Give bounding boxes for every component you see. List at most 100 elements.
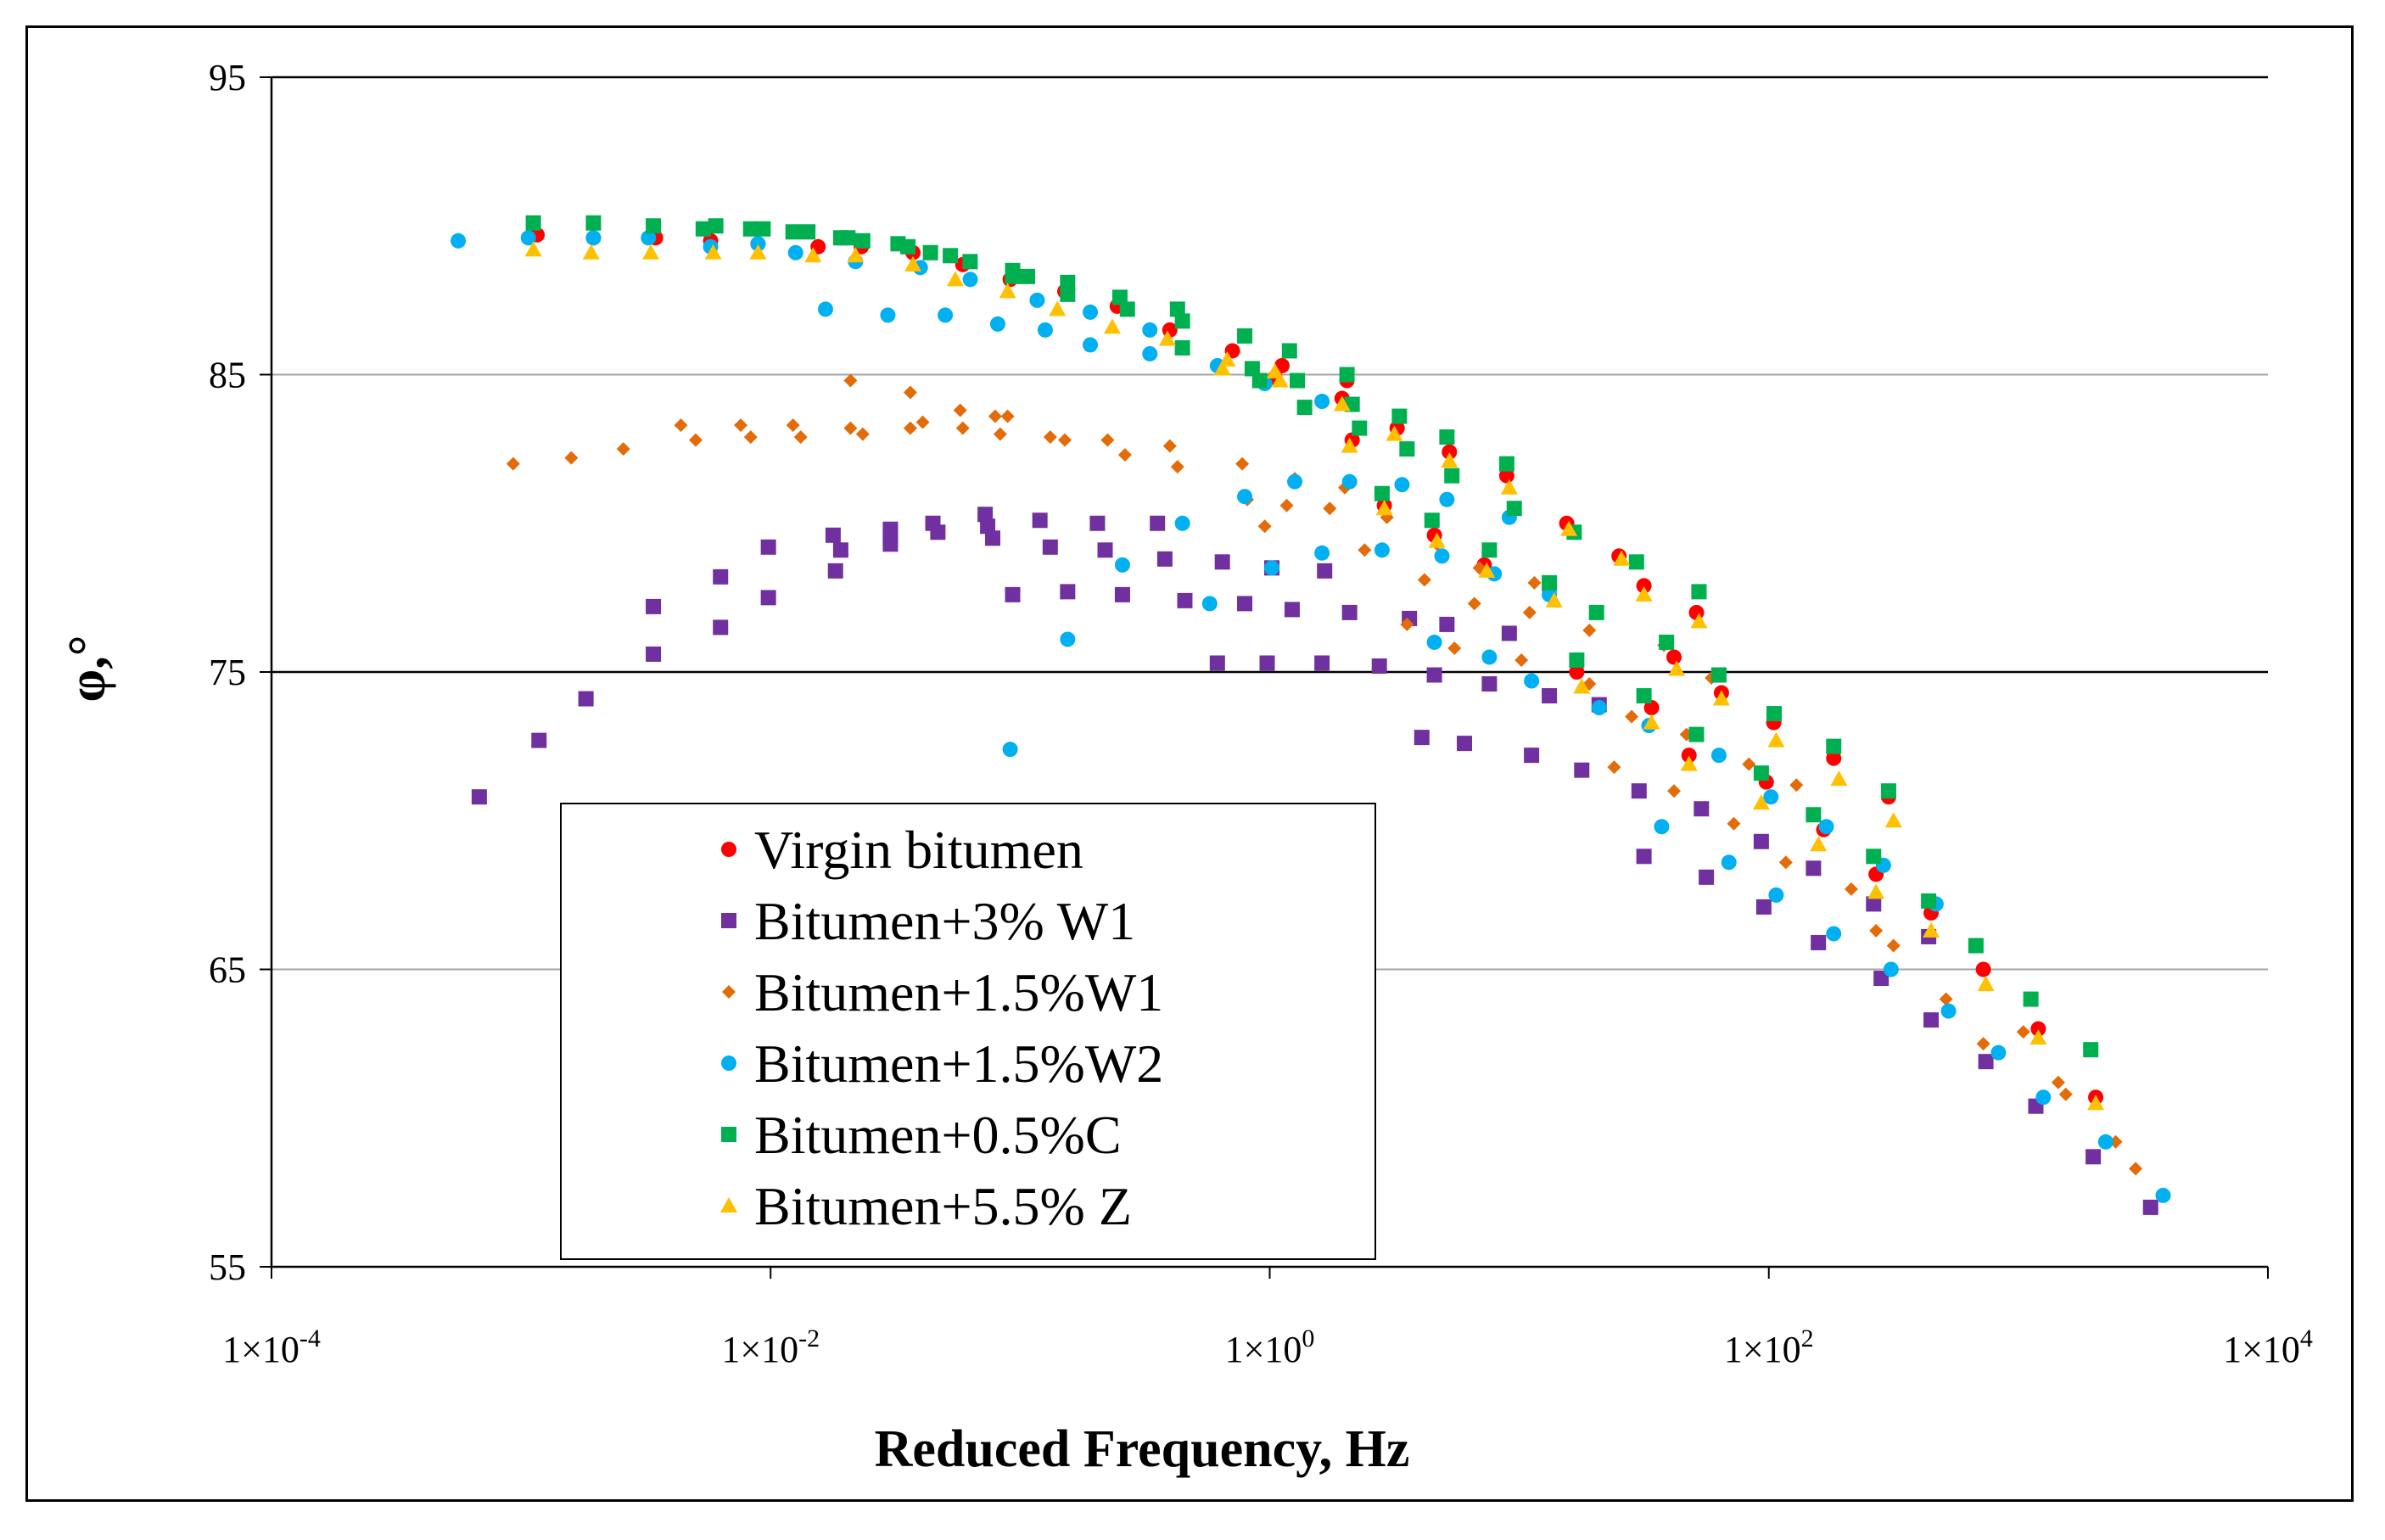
data-point [1341, 604, 1358, 620]
data-point [1886, 938, 1901, 953]
data-point [1767, 731, 1785, 748]
y-tick-label: 55 [209, 1246, 246, 1288]
series-5 [525, 215, 2099, 1058]
data-point [2129, 1162, 2143, 1176]
data-point [785, 224, 801, 240]
data-point [750, 236, 766, 252]
data-point [817, 301, 833, 317]
data-point [943, 248, 959, 264]
data-point [1374, 485, 1390, 501]
y-tick-label: 95 [209, 57, 246, 98]
data-point [1441, 452, 1458, 468]
data-point [1667, 784, 1682, 798]
data-point [1029, 292, 1045, 308]
data-point [760, 539, 776, 555]
data-point [1818, 819, 1834, 835]
data-point [1806, 807, 1822, 823]
data-point [1481, 649, 1498, 665]
data-point [524, 241, 542, 257]
data-point [1060, 584, 1076, 600]
data-point [1789, 778, 1804, 792]
data-point [938, 307, 954, 323]
data-point [1478, 562, 1496, 578]
data-point [1524, 748, 1540, 764]
data-point [1866, 848, 1882, 865]
legend-label: Virgin bitumen [754, 820, 1083, 880]
data-point [451, 232, 467, 249]
data-point [1867, 883, 1885, 899]
data-point [1444, 468, 1460, 484]
data-point [749, 244, 767, 260]
data-point [1114, 557, 1130, 573]
data-point [1244, 361, 1260, 377]
data-point [1753, 765, 1769, 781]
data-point [1284, 602, 1300, 618]
data-point [1037, 322, 1053, 338]
data-point [825, 527, 841, 543]
data-point [904, 255, 922, 272]
data-point [1235, 456, 1250, 471]
data-point [1545, 591, 1563, 608]
data-point [1778, 855, 1793, 870]
x-tick-label: 1×102 [1724, 1324, 1814, 1370]
data-point [1500, 479, 1518, 495]
y-tick-label: 75 [209, 652, 246, 693]
data-point [713, 568, 729, 585]
x-tick-label: 1×104 [2223, 1324, 2313, 1370]
data-point [1573, 678, 1591, 694]
data-point [1498, 456, 1514, 472]
data-point [1712, 690, 1730, 706]
data-point [2030, 1021, 2046, 1037]
data-point [962, 254, 978, 270]
data-point [1680, 755, 1698, 771]
data-point [1257, 519, 1272, 534]
data-point [1097, 542, 1113, 558]
data-point [1213, 360, 1231, 376]
data-point [1400, 617, 1414, 631]
data-point [903, 421, 917, 435]
data-point [804, 247, 822, 263]
data-point [1755, 899, 1772, 915]
data-point [1978, 1054, 1994, 1070]
y-tick-labels: 55 65 75 85 95 [209, 57, 246, 1288]
data-point [1636, 578, 1652, 594]
data-point [1591, 700, 1607, 716]
data-point [1281, 343, 1297, 359]
data-point [882, 536, 899, 552]
data-point [1975, 961, 1991, 977]
data-point [1681, 748, 1697, 764]
data-point [1314, 394, 1330, 410]
data-point [988, 409, 1002, 423]
data-point [1457, 736, 1473, 752]
data-point [1481, 542, 1498, 558]
data-point [525, 215, 541, 231]
data-point [2058, 1087, 2073, 1101]
data-point [688, 433, 703, 447]
data-point [2097, 1134, 2113, 1150]
data-point [582, 244, 600, 260]
data-point [1940, 1003, 1957, 1019]
data-point [531, 732, 547, 748]
data-point [1727, 816, 1741, 831]
data-point [1643, 700, 1660, 716]
data-point [1467, 596, 1481, 611]
data-point [1635, 585, 1653, 602]
data-point [734, 418, 748, 433]
data-point [1259, 655, 1275, 671]
data-point [1869, 923, 1884, 938]
data-point [1524, 673, 1540, 689]
data-point [1768, 887, 1784, 903]
data-point [742, 221, 759, 237]
data-point [1439, 491, 1455, 507]
data-point [1060, 274, 1076, 290]
data-point [1394, 477, 1410, 493]
data-point [1386, 425, 1403, 441]
data-point [1542, 688, 1558, 704]
data-point [1628, 554, 1644, 570]
data-point [1424, 512, 1440, 529]
data-point [1654, 819, 1670, 835]
data-point [1826, 926, 1842, 942]
data-point [1560, 520, 1578, 536]
legend: Virgin bitumen Bitumen+3% W1 Bitumen+1.5%W… [560, 803, 1376, 1260]
data-point [993, 427, 1007, 441]
